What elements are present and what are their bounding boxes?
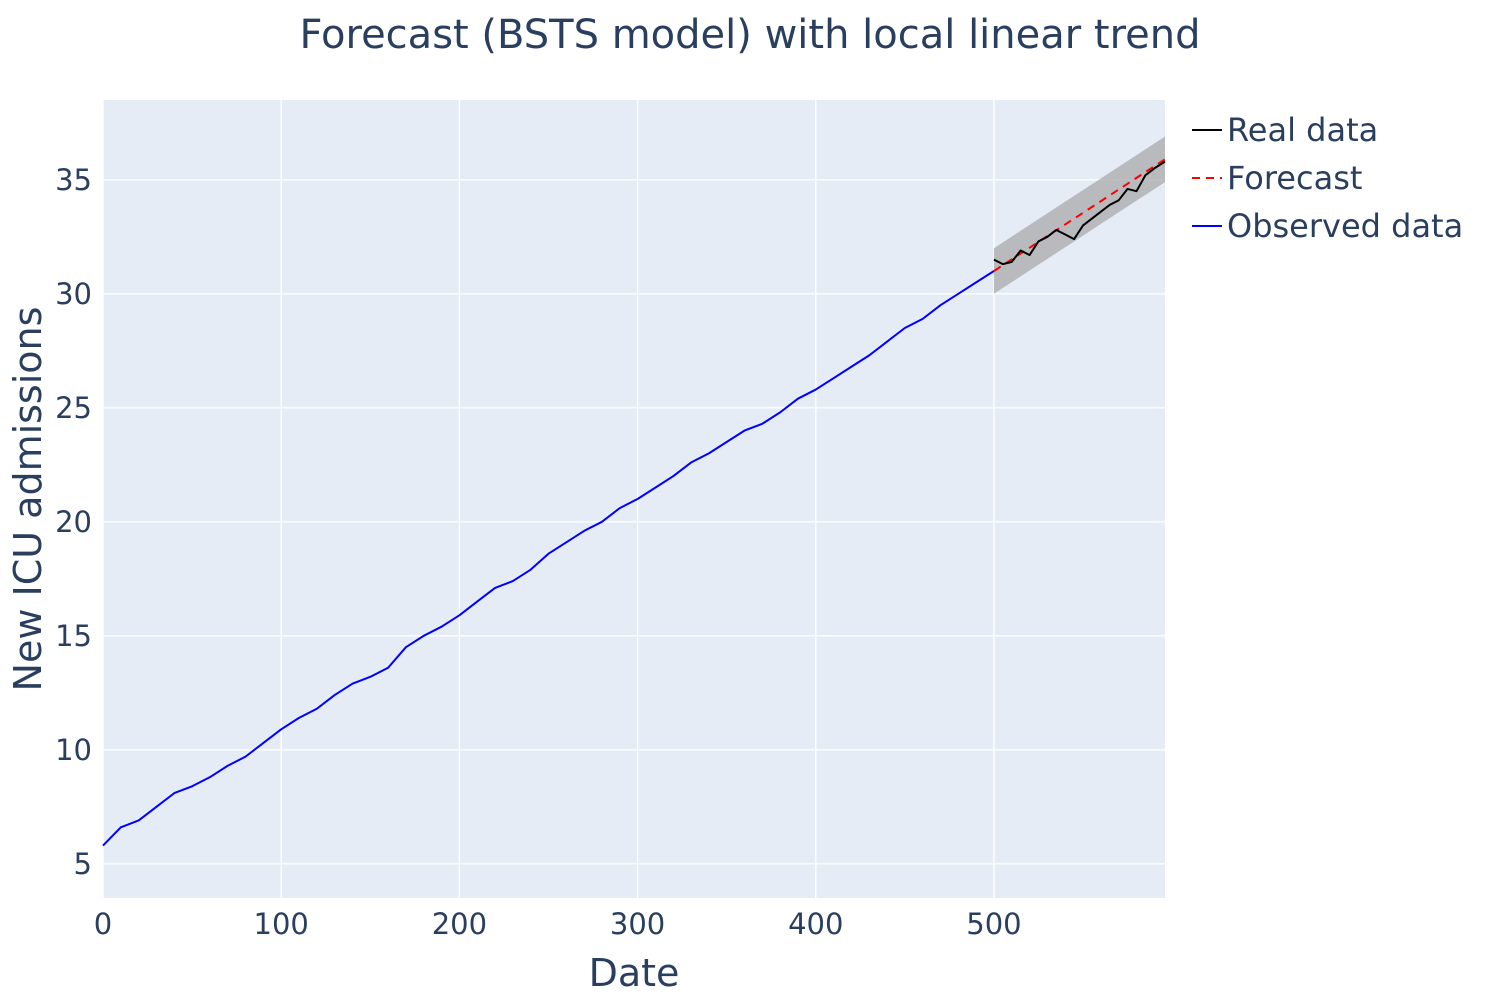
y-tick-label: 25: [55, 391, 92, 425]
legend: Real data Forecast Observed data: [1192, 111, 1463, 245]
chart-title: Forecast (BSTS model) with local linear …: [299, 12, 1200, 58]
y-tick-label: 5: [74, 847, 92, 881]
legend-label-forecast: Forecast: [1227, 159, 1362, 197]
x-axis-ticks: 0 100 200 300 400 500: [94, 907, 1022, 941]
y-tick-label: 10: [55, 733, 92, 767]
gridlines: [102, 100, 1165, 898]
y-tick-label: 35: [55, 163, 92, 197]
x-tick-label: 400: [788, 907, 843, 941]
series-line-real-data: [993, 160, 1166, 266]
x-tick-label: 500: [966, 907, 1021, 941]
y-tick-label: 20: [55, 505, 92, 539]
y-axis-title: New ICU admissions: [6, 307, 50, 692]
x-tick-label: 0: [94, 907, 112, 941]
y-tick-label: 15: [55, 619, 92, 653]
series-line-observed-data: [102, 270, 995, 847]
series-layer: [102, 158, 1166, 847]
y-axis-ticks: 5 10 15 20 25 30 35: [55, 163, 92, 881]
x-tick-label: 300: [610, 907, 665, 941]
legend-label-real-data: Real data: [1227, 111, 1378, 149]
y-tick-label: 30: [55, 277, 92, 311]
x-tick-label: 200: [432, 907, 487, 941]
x-axis-title: Date: [589, 951, 680, 995]
x-tick-label: 100: [254, 907, 309, 941]
plot-area: [103, 100, 1165, 898]
legend-label-observed-data: Observed data: [1227, 207, 1463, 245]
